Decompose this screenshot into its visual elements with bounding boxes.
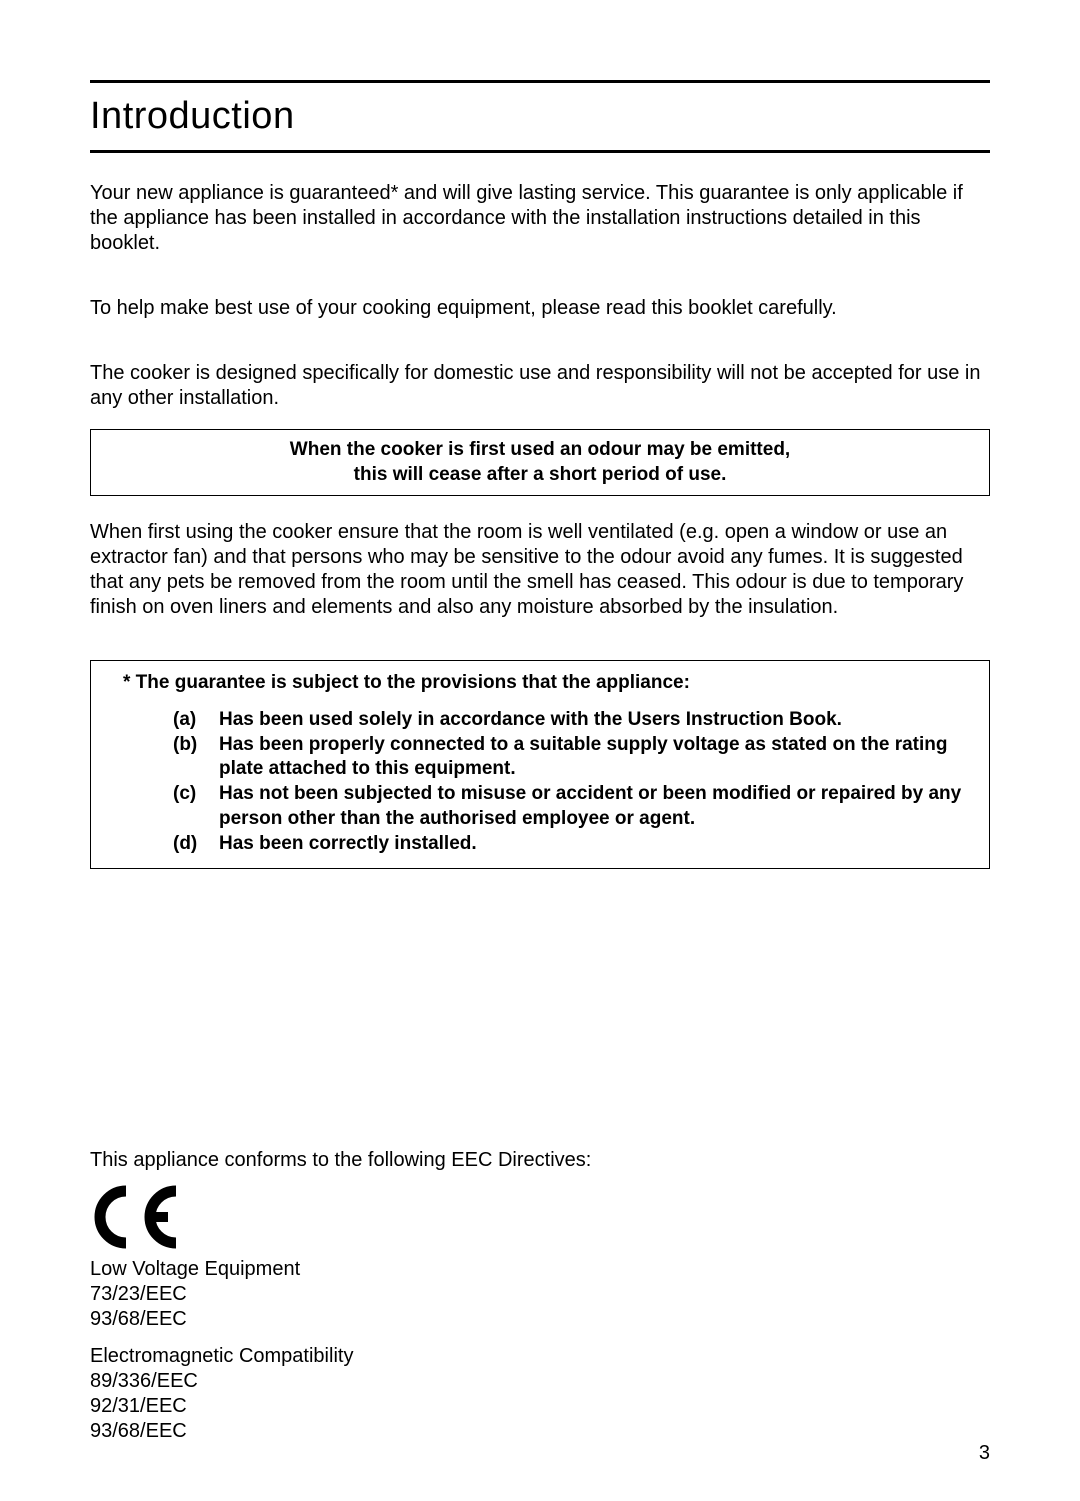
intro-paragraph-2: To help make best use of your cooking eq…: [90, 296, 990, 321]
title-top-rule: [90, 80, 990, 83]
directive-code: 89/336/EEC: [90, 1369, 990, 1394]
notice-line-2: this will cease after a short period of …: [111, 463, 969, 488]
directive-code: 92/31/EEC: [90, 1394, 990, 1419]
page-number: 3: [979, 1442, 990, 1465]
low-voltage-directive: Low Voltage Equipment 73/23/EEC 93/68/EE…: [90, 1257, 990, 1332]
conformity-text: This appliance conforms to the following…: [90, 1149, 990, 1172]
provision-text: Has been used solely in accordance with …: [219, 708, 975, 733]
intro-paragraph-3: The cooker is designed specifically for …: [90, 361, 990, 411]
provision-key: (b): [173, 733, 219, 782]
provision-key: (c): [173, 782, 219, 831]
title-bottom-rule: [90, 150, 990, 153]
provision-item: (c) Has not been subjected to misuse or …: [173, 782, 975, 831]
ce-mark-icon: [90, 1182, 990, 1257]
provisions-heading: * The guarantee is subject to the provis…: [105, 671, 975, 696]
provision-key: (d): [173, 832, 219, 857]
directive-title: Electromagnetic Compatibility: [90, 1344, 990, 1369]
provision-item: (a) Has been used solely in accordance w…: [173, 708, 975, 733]
ventilation-paragraph: When first using the cooker ensure that …: [90, 520, 990, 620]
provision-text: Has been properly connected to a suitabl…: [219, 733, 975, 782]
provision-text: Has not been subjected to misuse or acci…: [219, 782, 975, 831]
page-title: Introduction: [90, 95, 990, 138]
directive-code: 93/68/EEC: [90, 1307, 990, 1332]
provisions-list: (a) Has been used solely in accordance w…: [105, 708, 975, 856]
directive-code: 93/68/EEC: [90, 1419, 990, 1444]
intro-paragraph-1: Your new appliance is guaranteed* and wi…: [90, 181, 990, 256]
emc-directive: Electromagnetic Compatibility 89/336/EEC…: [90, 1344, 990, 1444]
directive-title: Low Voltage Equipment: [90, 1257, 990, 1282]
provision-key: (a): [173, 708, 219, 733]
provision-item: (d) Has been correctly installed.: [173, 832, 975, 857]
notice-line-1: When the cooker is first used an odour m…: [111, 438, 969, 463]
directive-code: 73/23/EEC: [90, 1282, 990, 1307]
odour-notice-box: When the cooker is first used an odour m…: [90, 429, 990, 496]
guarantee-provisions-box: * The guarantee is subject to the provis…: [90, 660, 990, 869]
provision-item: (b) Has been properly connected to a sui…: [173, 733, 975, 782]
provision-text: Has been correctly installed.: [219, 832, 975, 857]
